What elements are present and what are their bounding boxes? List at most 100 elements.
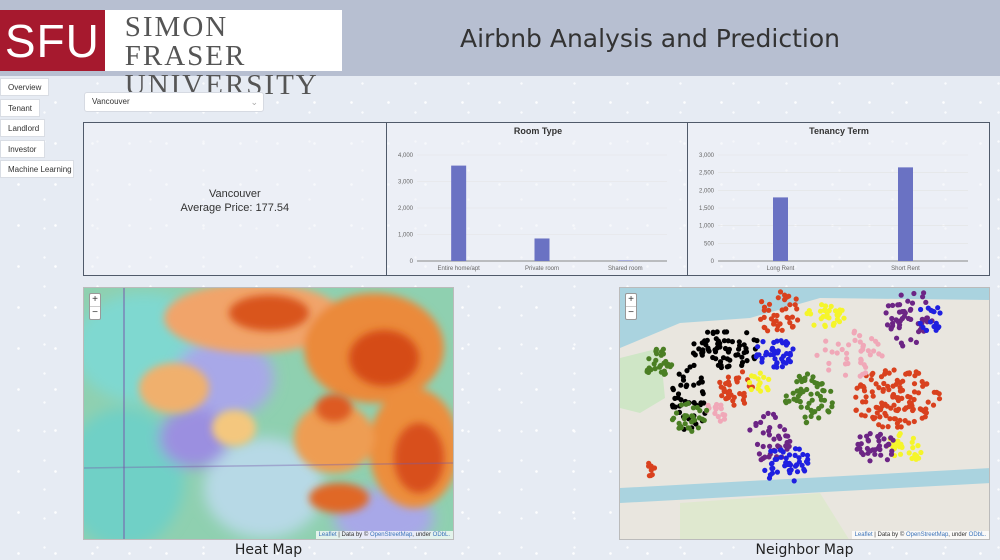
- bar[interactable]: [534, 238, 550, 261]
- listing-dot: [884, 322, 891, 328]
- listing-dot: [792, 452, 798, 458]
- listing-dot: [888, 451, 895, 457]
- listing-dot: [787, 438, 793, 444]
- listing-dot: [744, 330, 750, 336]
- listing-dot: [739, 354, 745, 360]
- listing-dot: [897, 417, 903, 423]
- listing-dot: [829, 349, 835, 355]
- listing-dot: [690, 350, 697, 356]
- leaflet-link[interactable]: Leaflet: [854, 532, 873, 538]
- summary-text: Vancouver Average Price: 177.54: [84, 187, 386, 215]
- listing-dot: [820, 314, 826, 320]
- zoom-out-button[interactable]: −: [626, 306, 636, 319]
- nav-item-tenant[interactable]: Tenant: [0, 98, 40, 117]
- listing-dot: [748, 386, 754, 393]
- bar[interactable]: [617, 260, 633, 261]
- listing-dot: [684, 382, 690, 388]
- listing-dot: [787, 359, 793, 365]
- zoom-in-button[interactable]: +: [92, 294, 98, 305]
- listing-dot: [858, 357, 864, 363]
- listing-dot: [741, 393, 747, 399]
- listing-dot: [739, 359, 746, 366]
- nav-item-overview[interactable]: Overview: [0, 78, 49, 96]
- listing-dot: [806, 308, 812, 314]
- listing-dot: [775, 348, 781, 354]
- odbl-link[interactable]: ODbL.: [432, 532, 450, 538]
- listing-dot: [920, 383, 926, 389]
- listing-dot: [858, 412, 865, 418]
- listing-dot: [695, 425, 701, 431]
- listing-dot: [800, 451, 806, 458]
- listing-dot: [878, 407, 884, 413]
- listing-dot: [867, 431, 873, 437]
- listing-dot: [783, 460, 789, 466]
- listing-dot: [831, 321, 837, 327]
- listing-dot: [753, 422, 759, 428]
- listing-dot: [878, 452, 884, 458]
- listing-dot: [913, 454, 919, 460]
- listing-dot: [758, 457, 764, 463]
- listing-dot: [857, 373, 863, 379]
- listing-dot: [917, 320, 923, 326]
- osm-link[interactable]: OpenStreetMap: [905, 532, 949, 538]
- neighbor-map[interactable]: + − Leaflet | Data by © OpenStreetMap, u…: [619, 287, 990, 540]
- listing-dot: [718, 364, 724, 371]
- listing-dot: [744, 358, 750, 364]
- heat-map-attribution: Leaflet | Data by © OpenStreetMap, under…: [315, 531, 453, 539]
- listing-dot: [733, 375, 739, 381]
- listing-dot: [790, 346, 796, 352]
- listing-dot: [761, 374, 767, 380]
- listing-dot: [888, 405, 894, 411]
- listing-dot: [844, 350, 850, 356]
- nav-item-machine-learning[interactable]: Machine Learning: [0, 160, 74, 178]
- osm-link[interactable]: OpenStreetMap: [369, 532, 413, 538]
- leaflet-link[interactable]: Leaflet: [318, 532, 337, 538]
- y-tick-label: 3,000: [699, 153, 715, 159]
- listing-dot: [721, 416, 728, 422]
- page-title: Airbnb Analysis and Prediction: [460, 24, 840, 53]
- listing-dot: [845, 360, 851, 367]
- summary-city: Vancouver: [208, 188, 261, 200]
- listing-dot: [765, 328, 771, 334]
- y-tick-label: 1,000: [699, 224, 715, 230]
- heat-map[interactable]: + − Leaflet | Data by © OpenStreetMap, u…: [83, 287, 454, 540]
- bar[interactable]: [898, 167, 914, 261]
- tenancy-term-panel: Tenancy Term 0 500 1,000 1,500 2,000 2,500 3,00…: [687, 123, 989, 275]
- listing-dot: [766, 307, 772, 313]
- listing-dot: [870, 393, 876, 399]
- listing-dot: [806, 400, 812, 406]
- listing-dot: [669, 402, 676, 408]
- listing-dot: [919, 415, 925, 421]
- listing-dot: [890, 383, 896, 389]
- listing-dot: [743, 345, 749, 352]
- listing-dot: [691, 382, 697, 388]
- listing-dot: [927, 319, 934, 325]
- listing-dot: [803, 420, 809, 426]
- odbl-link[interactable]: ODbL.: [968, 532, 986, 538]
- zoom-out-button[interactable]: −: [90, 306, 100, 319]
- listing-dot: [783, 393, 789, 399]
- listing-dot: [905, 298, 911, 304]
- listing-dot: [719, 393, 725, 399]
- listing-dot: [794, 306, 800, 312]
- city-select[interactable]: Vancouver ⌄: [84, 92, 264, 112]
- nav-item-landlord[interactable]: Landlord: [0, 119, 45, 137]
- listing-dot: [826, 367, 832, 373]
- bar[interactable]: [773, 197, 789, 261]
- listing-dot: [844, 356, 850, 362]
- nav-item-investor[interactable]: Investor: [0, 139, 45, 158]
- listing-dot: [882, 368, 888, 374]
- listing-dot: [908, 316, 914, 322]
- listing-dot: [867, 352, 873, 358]
- listing-dot: [778, 338, 784, 344]
- listing-dot: [923, 410, 929, 416]
- listing-dot: [817, 308, 824, 314]
- listing-dot: [892, 416, 898, 422]
- zoom-in-button[interactable]: +: [628, 294, 634, 305]
- listing-dot: [663, 358, 669, 365]
- listing-dot: [733, 352, 739, 358]
- bar[interactable]: [450, 165, 466, 261]
- listing-dot: [696, 415, 702, 421]
- listing-dot: [898, 340, 904, 346]
- listing-dot: [923, 327, 930, 333]
